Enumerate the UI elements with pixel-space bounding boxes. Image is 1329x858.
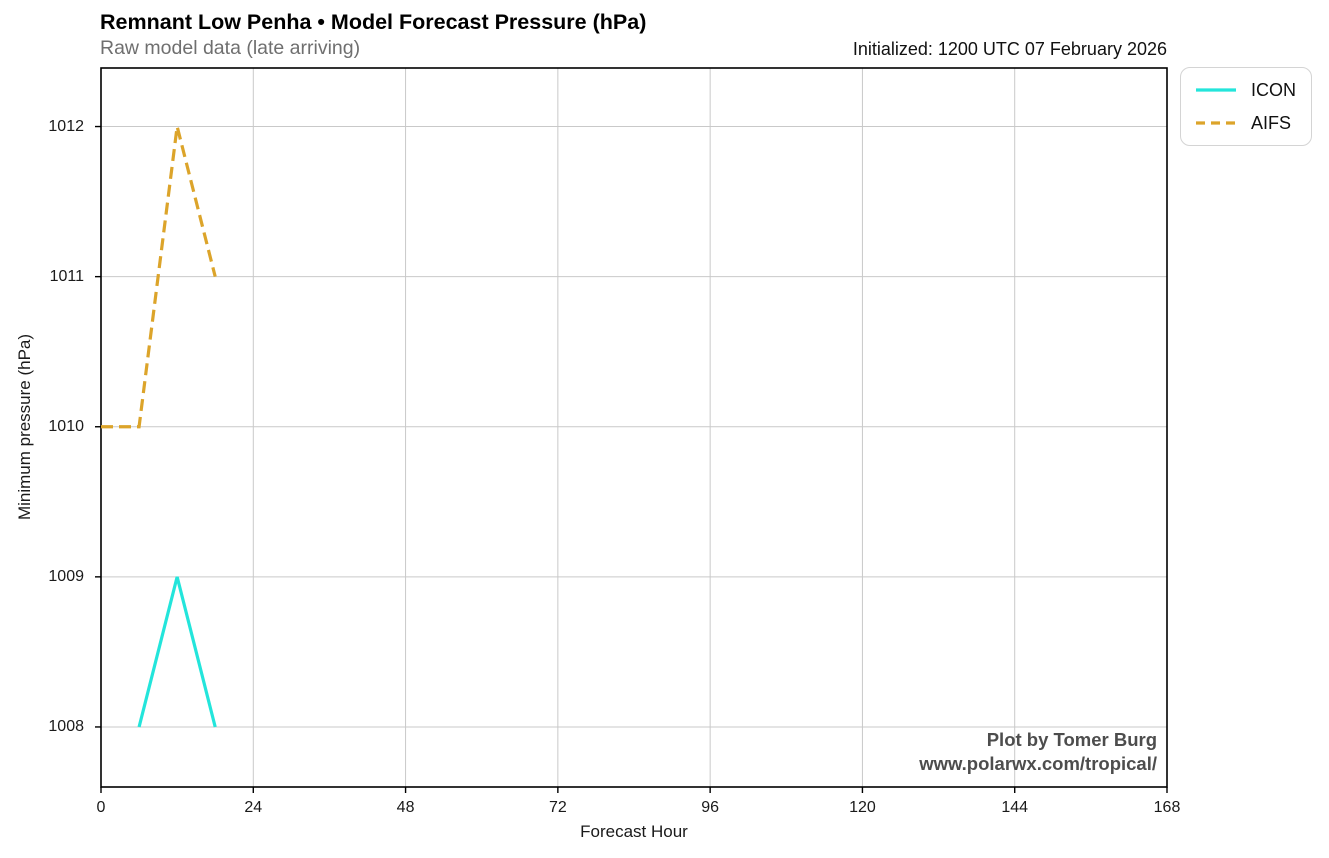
x-tick-label: 144 [1001, 799, 1029, 816]
series-line-icon [137, 576, 217, 728]
attribution-url: www.polarwx.com/tropical/ [919, 753, 1157, 774]
plot-border [100, 67, 1168, 788]
x-tick-label: 72 [548, 799, 567, 816]
x-tick-label: 24 [244, 799, 263, 816]
x-tick-label: 0 [96, 799, 106, 816]
x-tick-label: 48 [396, 799, 415, 816]
chart-title: Remnant Low Penha • Model Forecast Press… [100, 10, 647, 34]
attribution-author: Plot by Tomer Burg [986, 729, 1157, 750]
legend-item-icon: ICON [1194, 78, 1296, 102]
y-tick-label: 1009 [48, 567, 84, 585]
icon-line-sample [1196, 88, 1236, 92]
legend-label-icon: ICON [1251, 79, 1296, 100]
legend-label-aifs: AIFS [1251, 112, 1292, 133]
legend: ICON AIFS [1180, 67, 1312, 146]
y-tick-label: 1008 [48, 717, 84, 735]
y-tick-label: 1011 [49, 267, 84, 285]
init-time-label: Initialized: 1200 UTC 07 February 2026 [852, 39, 1167, 59]
legend-item-aifs: AIFS [1194, 111, 1296, 135]
y-tick-label: 1010 [48, 417, 84, 435]
aifs-line-sample [1196, 121, 1236, 125]
x-tick-label: 168 [1153, 799, 1181, 816]
x-axis-label: Forecast Hour [580, 822, 688, 841]
chart-subtitle: Raw model data (late arriving) [100, 37, 361, 59]
x-tick-label: 96 [701, 799, 720, 816]
x-tick-label: 120 [849, 799, 876, 816]
series-line-aifs [101, 126, 217, 429]
y-tick-label: 1012 [48, 117, 84, 135]
